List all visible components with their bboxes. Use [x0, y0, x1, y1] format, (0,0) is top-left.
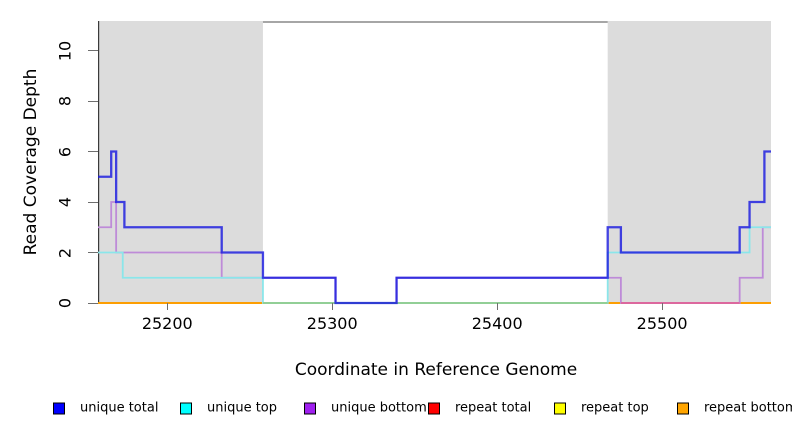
- legend-label: repeat bottom: [704, 400, 792, 416]
- y-tick-mark: [88, 50, 98, 51]
- legend-swatch-unique-top: [180, 402, 192, 414]
- y-tick-label: 10: [55, 40, 75, 61]
- plot-area: [98, 21, 771, 305]
- legend-item-unique-total: unique total: [53, 401, 158, 416]
- x-tick-mark: [496, 303, 498, 310]
- x-tick-label: 25200: [141, 314, 193, 333]
- y-tick-label: 8: [55, 95, 75, 107]
- legend-swatch-unique-total: [53, 402, 65, 414]
- y-tick-label: 4: [55, 196, 75, 208]
- legend-item-unique-top: unique top: [180, 401, 277, 416]
- legend-swatch-repeat-total: [428, 402, 440, 414]
- y-tick-mark: [88, 151, 98, 152]
- legend-item-unique-bottom: unique bottom: [304, 401, 427, 416]
- y-tick-mark: [88, 252, 98, 253]
- x-tick-label: 25400: [471, 314, 523, 333]
- y-tick-label: 6: [55, 146, 75, 157]
- x-tick-mark: [661, 303, 663, 310]
- x-tick-label: 25500: [636, 314, 688, 333]
- legend-item-repeat-total: repeat total: [428, 401, 531, 416]
- shaded-repeat-region-right: [607, 21, 771, 303]
- x-tick-label: 25300: [306, 314, 358, 333]
- y-tick-label: 0: [55, 297, 75, 309]
- x-tick-mark: [166, 303, 168, 310]
- legend-item-repeat-bottom: repeat bottom: [677, 401, 792, 416]
- legend-swatch-unique-bottom: [304, 402, 316, 414]
- legend-swatch-repeat-bottom: [677, 402, 689, 414]
- legend-label: repeat top: [581, 400, 649, 416]
- x-tick-mark: [331, 303, 333, 310]
- legend-label: repeat total: [455, 400, 532, 416]
- chart-canvas: [98, 21, 771, 305]
- legend-label: unique total: [80, 400, 159, 416]
- y-axis-title: Read Coverage Depth: [21, 68, 41, 256]
- legend-label: unique bottom: [331, 400, 427, 416]
- y-tick-mark: [88, 201, 98, 203]
- x-axis-title: Coordinate in Reference Genome: [294, 360, 578, 380]
- legend-item-repeat-top: repeat top: [554, 401, 649, 416]
- legend-label: unique top: [207, 400, 278, 416]
- series-line-unique-total: [98, 150, 771, 305]
- y-tick-label: 2: [55, 247, 75, 258]
- legend-swatch-repeat-top: [554, 402, 566, 414]
- shaded-repeat-region-left: [98, 21, 263, 303]
- y-tick-mark: [88, 302, 98, 304]
- y-tick-mark: [88, 100, 98, 102]
